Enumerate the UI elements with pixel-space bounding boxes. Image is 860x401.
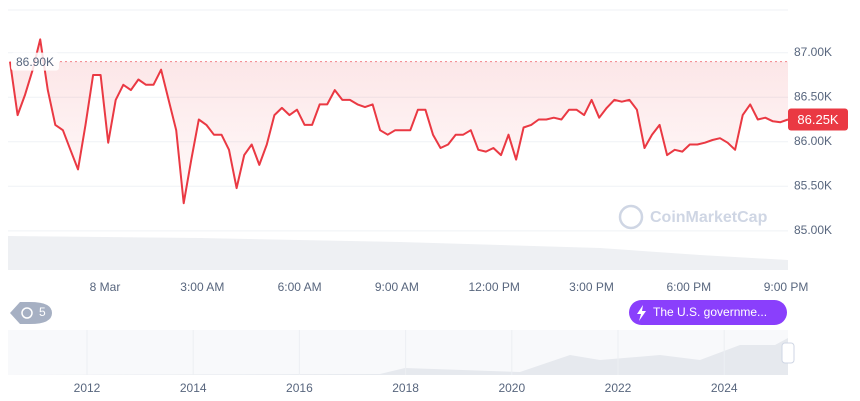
navigator-handle[interactable] — [781, 342, 795, 364]
price-line — [9, 38, 789, 205]
y-tick-label: 86.00K — [794, 134, 832, 148]
watermark-text: CoinMarketCap — [650, 209, 768, 226]
navigator-year: 2012 — [74, 381, 101, 395]
navigator-year: 2024 — [711, 381, 738, 395]
y-tick-label: 86.50K — [794, 89, 832, 103]
x-tick-label: 9:00 AM — [375, 280, 419, 294]
events-count: 5 — [39, 305, 46, 319]
navigator-year: 2018 — [392, 381, 419, 395]
reference-box — [11, 52, 59, 71]
volume-area — [8, 236, 788, 270]
x-tick-label: 3:00 PM — [569, 280, 614, 294]
x-tick-label: 8 Mar — [90, 280, 121, 294]
navigator-year: 2014 — [180, 381, 207, 395]
last-price-tag — [788, 108, 848, 131]
event-text: The U.S. governme... — [653, 305, 767, 319]
watermark: CoinMarketCap — [618, 204, 768, 230]
x-tick-label: 12:00 PM — [469, 280, 520, 294]
navigator-year: 2016 — [286, 381, 313, 395]
x-tick-label: 9:00 PM — [764, 280, 809, 294]
events-badge[interactable]: 5 — [10, 302, 52, 324]
navigator-area — [8, 338, 788, 375]
area-fill — [10, 39, 788, 204]
event-pill[interactable]: The U.S. governme... — [629, 300, 787, 325]
reference-label: 86.90K — [16, 55, 54, 69]
x-tick-label: 3:00 AM — [180, 280, 224, 294]
navigator-year: 2020 — [498, 381, 525, 395]
y-tick-label: 85.00K — [794, 223, 832, 237]
y-tick-label: 85.50K — [794, 178, 832, 192]
x-tick-label: 6:00 PM — [666, 280, 711, 294]
y-tick-label: 87.00K — [794, 45, 832, 59]
last-price-label: 86.25K — [797, 112, 839, 127]
navigator-year: 2022 — [605, 381, 632, 395]
x-tick-label: 6:00 AM — [278, 280, 322, 294]
